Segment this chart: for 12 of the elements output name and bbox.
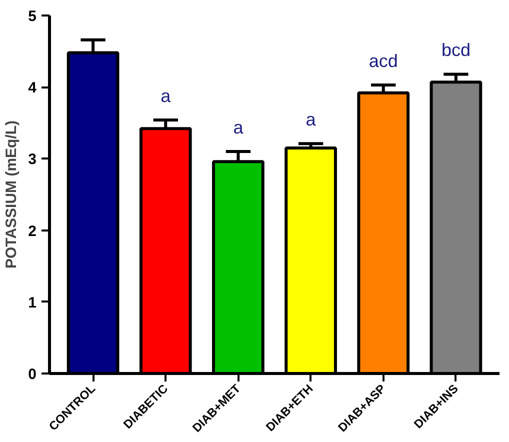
y-axis-title: POTASSIUM (mEq/L) xyxy=(3,120,20,269)
y-tick-label: 4 xyxy=(28,80,38,97)
y-tick-label: 0 xyxy=(28,366,36,383)
y-tick-label: 5 xyxy=(28,8,36,25)
y-tick-label: 1 xyxy=(28,294,36,312)
annotation: a xyxy=(160,86,172,106)
annotation: a xyxy=(306,110,317,130)
annotation: a xyxy=(233,118,244,138)
annotation: acd xyxy=(368,50,398,71)
annotation: bcd xyxy=(441,40,470,60)
y-tick-label: 3 xyxy=(28,151,36,168)
y-tick-label: 2 xyxy=(28,222,36,240)
